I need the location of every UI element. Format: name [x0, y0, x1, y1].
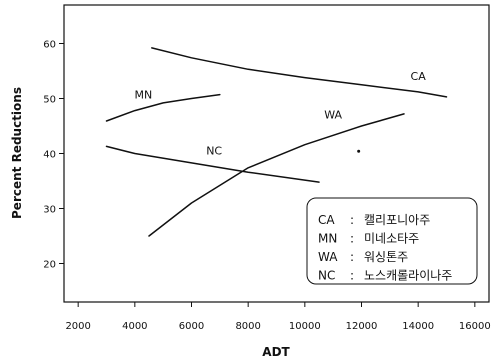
series-line-wa [148, 113, 405, 237]
series-label-nc: NC [206, 145, 222, 158]
series-labels: CA MN WA NC [134, 70, 426, 158]
x-tick-label: 4000 [122, 321, 147, 332]
legend-code: CA [318, 213, 335, 227]
stray-point [357, 149, 361, 153]
y-tick-label: 60 [43, 40, 56, 51]
y-tick-label: 50 [43, 95, 56, 106]
legend-separator: : [350, 250, 354, 264]
legend-separator: : [350, 269, 354, 283]
x-tick-label: 10000 [289, 321, 321, 332]
series-line-ca [151, 47, 448, 98]
legend-name: 미네소타주 [364, 232, 419, 246]
series-lines [105, 47, 448, 237]
series-line-nc [105, 145, 320, 183]
legend-separator: : [350, 213, 354, 227]
legend-code: WA [318, 250, 338, 264]
legend-name: 노스캐롤라이나주 [364, 269, 452, 283]
series-label-ca: CA [411, 70, 427, 83]
y-axis: 20 30 40 50 60 [43, 40, 64, 271]
x-tick-label: 12000 [346, 321, 378, 332]
series-label-mn: MN [134, 89, 152, 102]
y-axis-title: Percent Reductions [10, 87, 24, 219]
legend-name: 캘리포니아주 [364, 213, 430, 227]
series-line-mn [105, 93, 221, 122]
x-tick-label: 16000 [459, 321, 491, 332]
y-tick-label: 20 [43, 260, 56, 271]
legend-code: NC [318, 269, 335, 283]
legend-name: 워싱톤주 [364, 250, 408, 264]
x-axis: 2000 4000 6000 8000 10000 12000 14000 16000 [65, 302, 491, 332]
x-tick-label: 8000 [235, 321, 260, 332]
legend-code: MN [318, 232, 337, 246]
x-tick-label: 6000 [179, 321, 204, 332]
y-tick-label: 30 [43, 205, 56, 216]
series-label-wa: WA [324, 108, 342, 121]
x-tick-label: 14000 [402, 321, 434, 332]
x-axis-title: ADT [262, 345, 290, 359]
y-tick-label: 40 [43, 150, 56, 161]
legend-separator: : [350, 232, 354, 246]
x-tick-label: 2000 [65, 321, 90, 332]
legend-box [306, 197, 478, 285]
legend: CA: 캘리포니아주 MN: 미네소타주 WA: 워싱톤주 NC: 노스캐롤라이나주 [306, 197, 478, 285]
